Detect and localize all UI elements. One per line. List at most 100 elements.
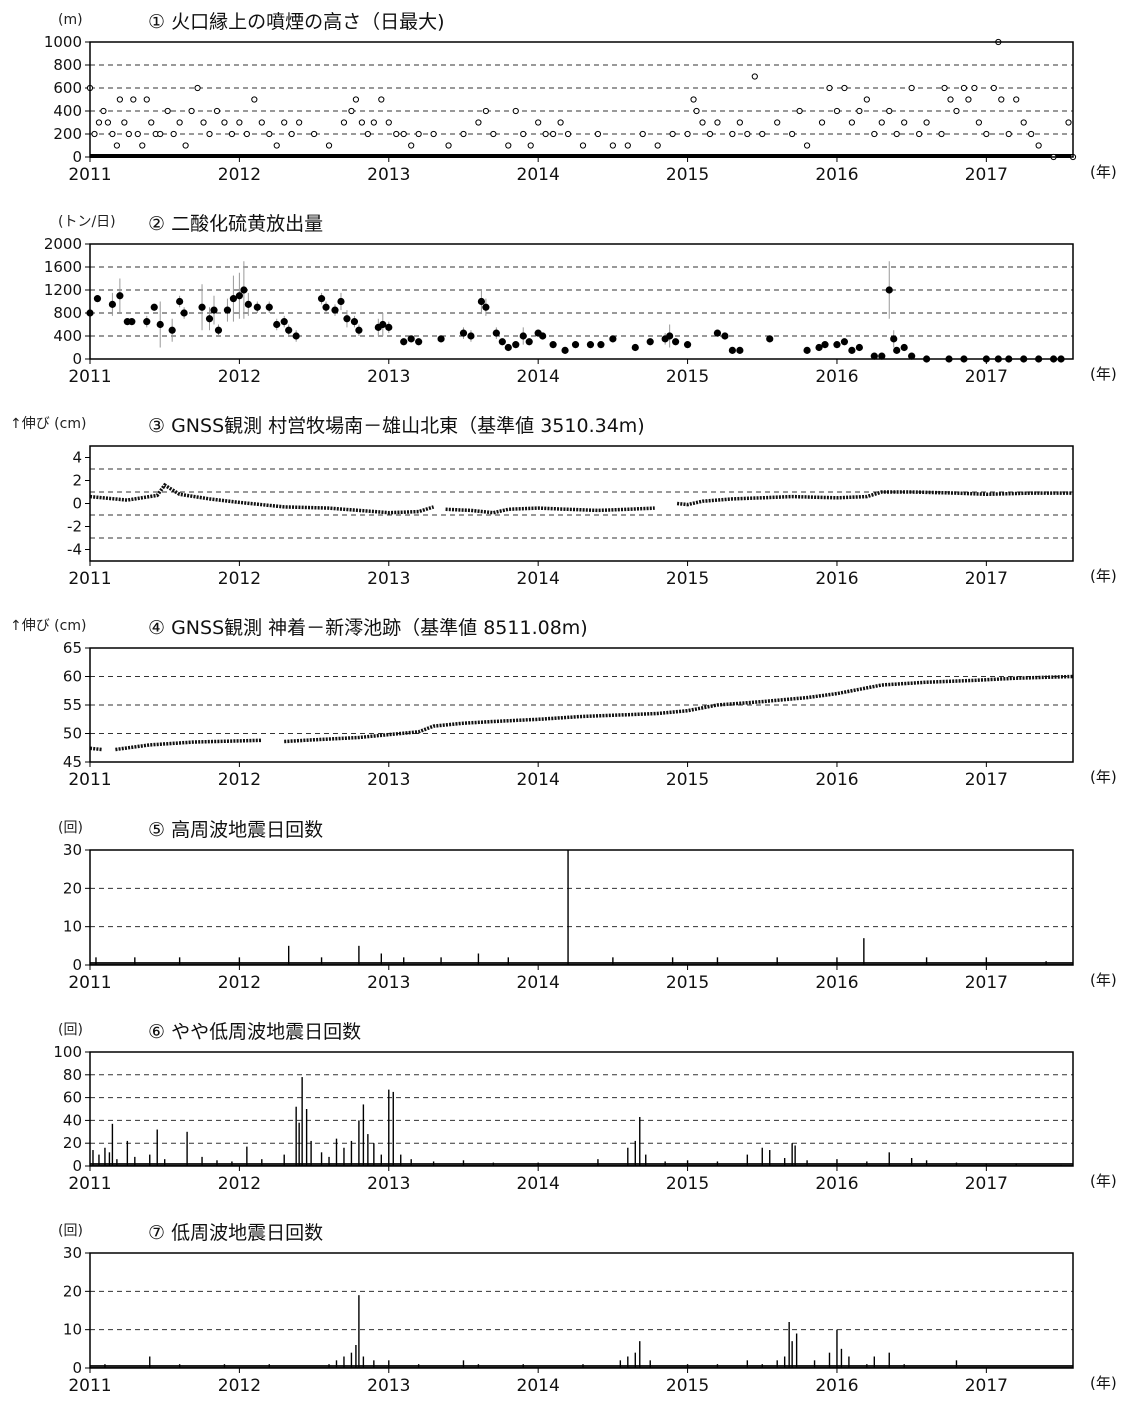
so2-point bbox=[180, 309, 188, 317]
plume-point bbox=[594, 130, 602, 138]
plume-year-unit: (年) bbox=[1090, 163, 1117, 181]
plume-point bbox=[393, 130, 400, 138]
so2-point bbox=[525, 338, 533, 346]
so2-xtick-label: 2015 bbox=[666, 367, 709, 387]
mid-unit-label: (回) bbox=[58, 1022, 83, 1038]
low-panel: (回) ⑦ 低周波地震日回数 0 10 20 30 2011 2012 2013 2014 2015… bbox=[58, 1222, 1117, 1396]
so2-point bbox=[150, 303, 158, 311]
high-ytick-label: 20 bbox=[63, 879, 82, 897]
plume-point bbox=[221, 119, 228, 126]
mid-ytick-label: 0 bbox=[72, 1157, 82, 1175]
plume-point bbox=[826, 84, 833, 92]
so2-point bbox=[176, 297, 184, 306]
plume-point bbox=[624, 142, 631, 149]
so2-ytick-label: 1200 bbox=[44, 281, 82, 299]
plume-point bbox=[236, 119, 243, 126]
so2-point bbox=[253, 303, 261, 311]
so2-point bbox=[240, 286, 248, 294]
plume-point bbox=[971, 84, 978, 92]
gnss1-xtick-label: 2016 bbox=[815, 569, 858, 589]
so2-unit-label: (トン/日) bbox=[58, 214, 116, 230]
plume-point bbox=[370, 119, 377, 126]
plume-point bbox=[400, 130, 407, 138]
plume-point bbox=[841, 84, 848, 92]
so2-point bbox=[833, 341, 841, 349]
gnss1-title: ③ GNSS観測 村営牧場南－雄山北東（基準値 3510.34m) bbox=[148, 415, 645, 437]
so2-point bbox=[631, 343, 639, 352]
gnss1-ytick-label: 0 bbox=[72, 495, 82, 513]
gnss2-xtick-label: 2013 bbox=[367, 770, 410, 790]
plume-ytick-label: 400 bbox=[53, 102, 82, 120]
plume-point bbox=[116, 96, 123, 103]
low-title: ⑦ 低周波地震日回数 bbox=[148, 1222, 323, 1244]
plume-ytick-label: 0 bbox=[72, 148, 82, 166]
plume-xtick-label: 2012 bbox=[218, 165, 261, 185]
plume-point bbox=[609, 142, 616, 149]
plume-ytick-label: 1000 bbox=[44, 33, 82, 51]
high-xtick-label: 2016 bbox=[815, 973, 858, 993]
gnss2-xtick-label: 2014 bbox=[517, 770, 560, 790]
gnss1-series-line bbox=[445, 506, 655, 515]
so2-point bbox=[459, 329, 468, 337]
so2-ytick-label: 2000 bbox=[44, 235, 82, 253]
high-ytick-label: 10 bbox=[63, 918, 82, 936]
gnss2-xtick-label: 2017 bbox=[965, 770, 1008, 790]
plume-point bbox=[938, 130, 945, 138]
plume-point bbox=[975, 119, 982, 126]
so2-point bbox=[821, 341, 829, 349]
gnss2-plot-frame bbox=[89, 647, 1074, 763]
so2-point bbox=[280, 318, 288, 326]
so2-point bbox=[108, 300, 117, 308]
plume-point bbox=[520, 130, 527, 138]
so2-point bbox=[482, 303, 490, 311]
plume-point bbox=[130, 96, 137, 103]
high-ytick-label: 0 bbox=[72, 956, 82, 974]
gnss2-unit-label: ↑伸び (cm) bbox=[10, 618, 86, 634]
low-xtick-label: 2017 bbox=[965, 1376, 1008, 1396]
plume-point bbox=[348, 107, 355, 115]
plume-point bbox=[482, 107, 489, 115]
so2-point bbox=[407, 335, 415, 343]
so2-point bbox=[549, 341, 557, 349]
plume-point bbox=[751, 73, 758, 80]
plume-point bbox=[893, 130, 900, 138]
plume-ytick-label: 200 bbox=[53, 125, 82, 143]
gnss2-series-line bbox=[115, 738, 262, 752]
so2-point bbox=[885, 286, 893, 294]
plume-ytick-label: 600 bbox=[53, 79, 82, 97]
gnss2-series-line bbox=[284, 674, 1074, 744]
plume-xtick-label: 2011 bbox=[68, 165, 111, 185]
plume-point bbox=[109, 130, 116, 138]
so2-ytick-label: 0 bbox=[72, 350, 82, 368]
so2-point bbox=[292, 332, 300, 340]
so2-point bbox=[244, 300, 252, 308]
so2-point bbox=[571, 341, 580, 349]
plume-point bbox=[358, 119, 365, 126]
so2-point bbox=[736, 346, 744, 354]
so2-point bbox=[400, 338, 408, 346]
plume-point bbox=[104, 119, 112, 126]
plume-point bbox=[774, 119, 781, 126]
plume-point bbox=[669, 130, 676, 138]
plume-panel: (m) ① 火口縁上の噴煙の高さ（日最大) 0 200 400 600 800 1000 201… bbox=[44, 11, 1117, 185]
so2-point bbox=[265, 303, 273, 311]
low-xtick-label: 2014 bbox=[517, 1376, 560, 1396]
plume-point bbox=[639, 130, 646, 138]
gnss1-series-line bbox=[676, 490, 1073, 507]
so2-point bbox=[437, 335, 445, 343]
low-xtick-label: 2015 bbox=[666, 1376, 709, 1396]
plume-point bbox=[475, 119, 482, 126]
gnss2-panel: ↑伸び (cm) ④ GNSS観測 神着－新澪池跡（基準値 8511.08m) 45… bbox=[10, 617, 1117, 790]
gnss1-plot-frame bbox=[89, 445, 1074, 562]
plume-point bbox=[490, 130, 497, 138]
gnss1-xtick-label: 2015 bbox=[666, 569, 709, 589]
plume-point bbox=[684, 130, 691, 138]
so2-point bbox=[331, 306, 339, 314]
plume-xtick-label: 2014 bbox=[517, 165, 560, 185]
gnss1-year-unit: (年) bbox=[1090, 567, 1117, 585]
low-ytick-label: 30 bbox=[63, 1244, 82, 1262]
plume-point bbox=[557, 119, 564, 126]
mid-title: ⑥ やや低周波地震日回数 bbox=[148, 1021, 361, 1043]
so2-point bbox=[343, 315, 351, 323]
